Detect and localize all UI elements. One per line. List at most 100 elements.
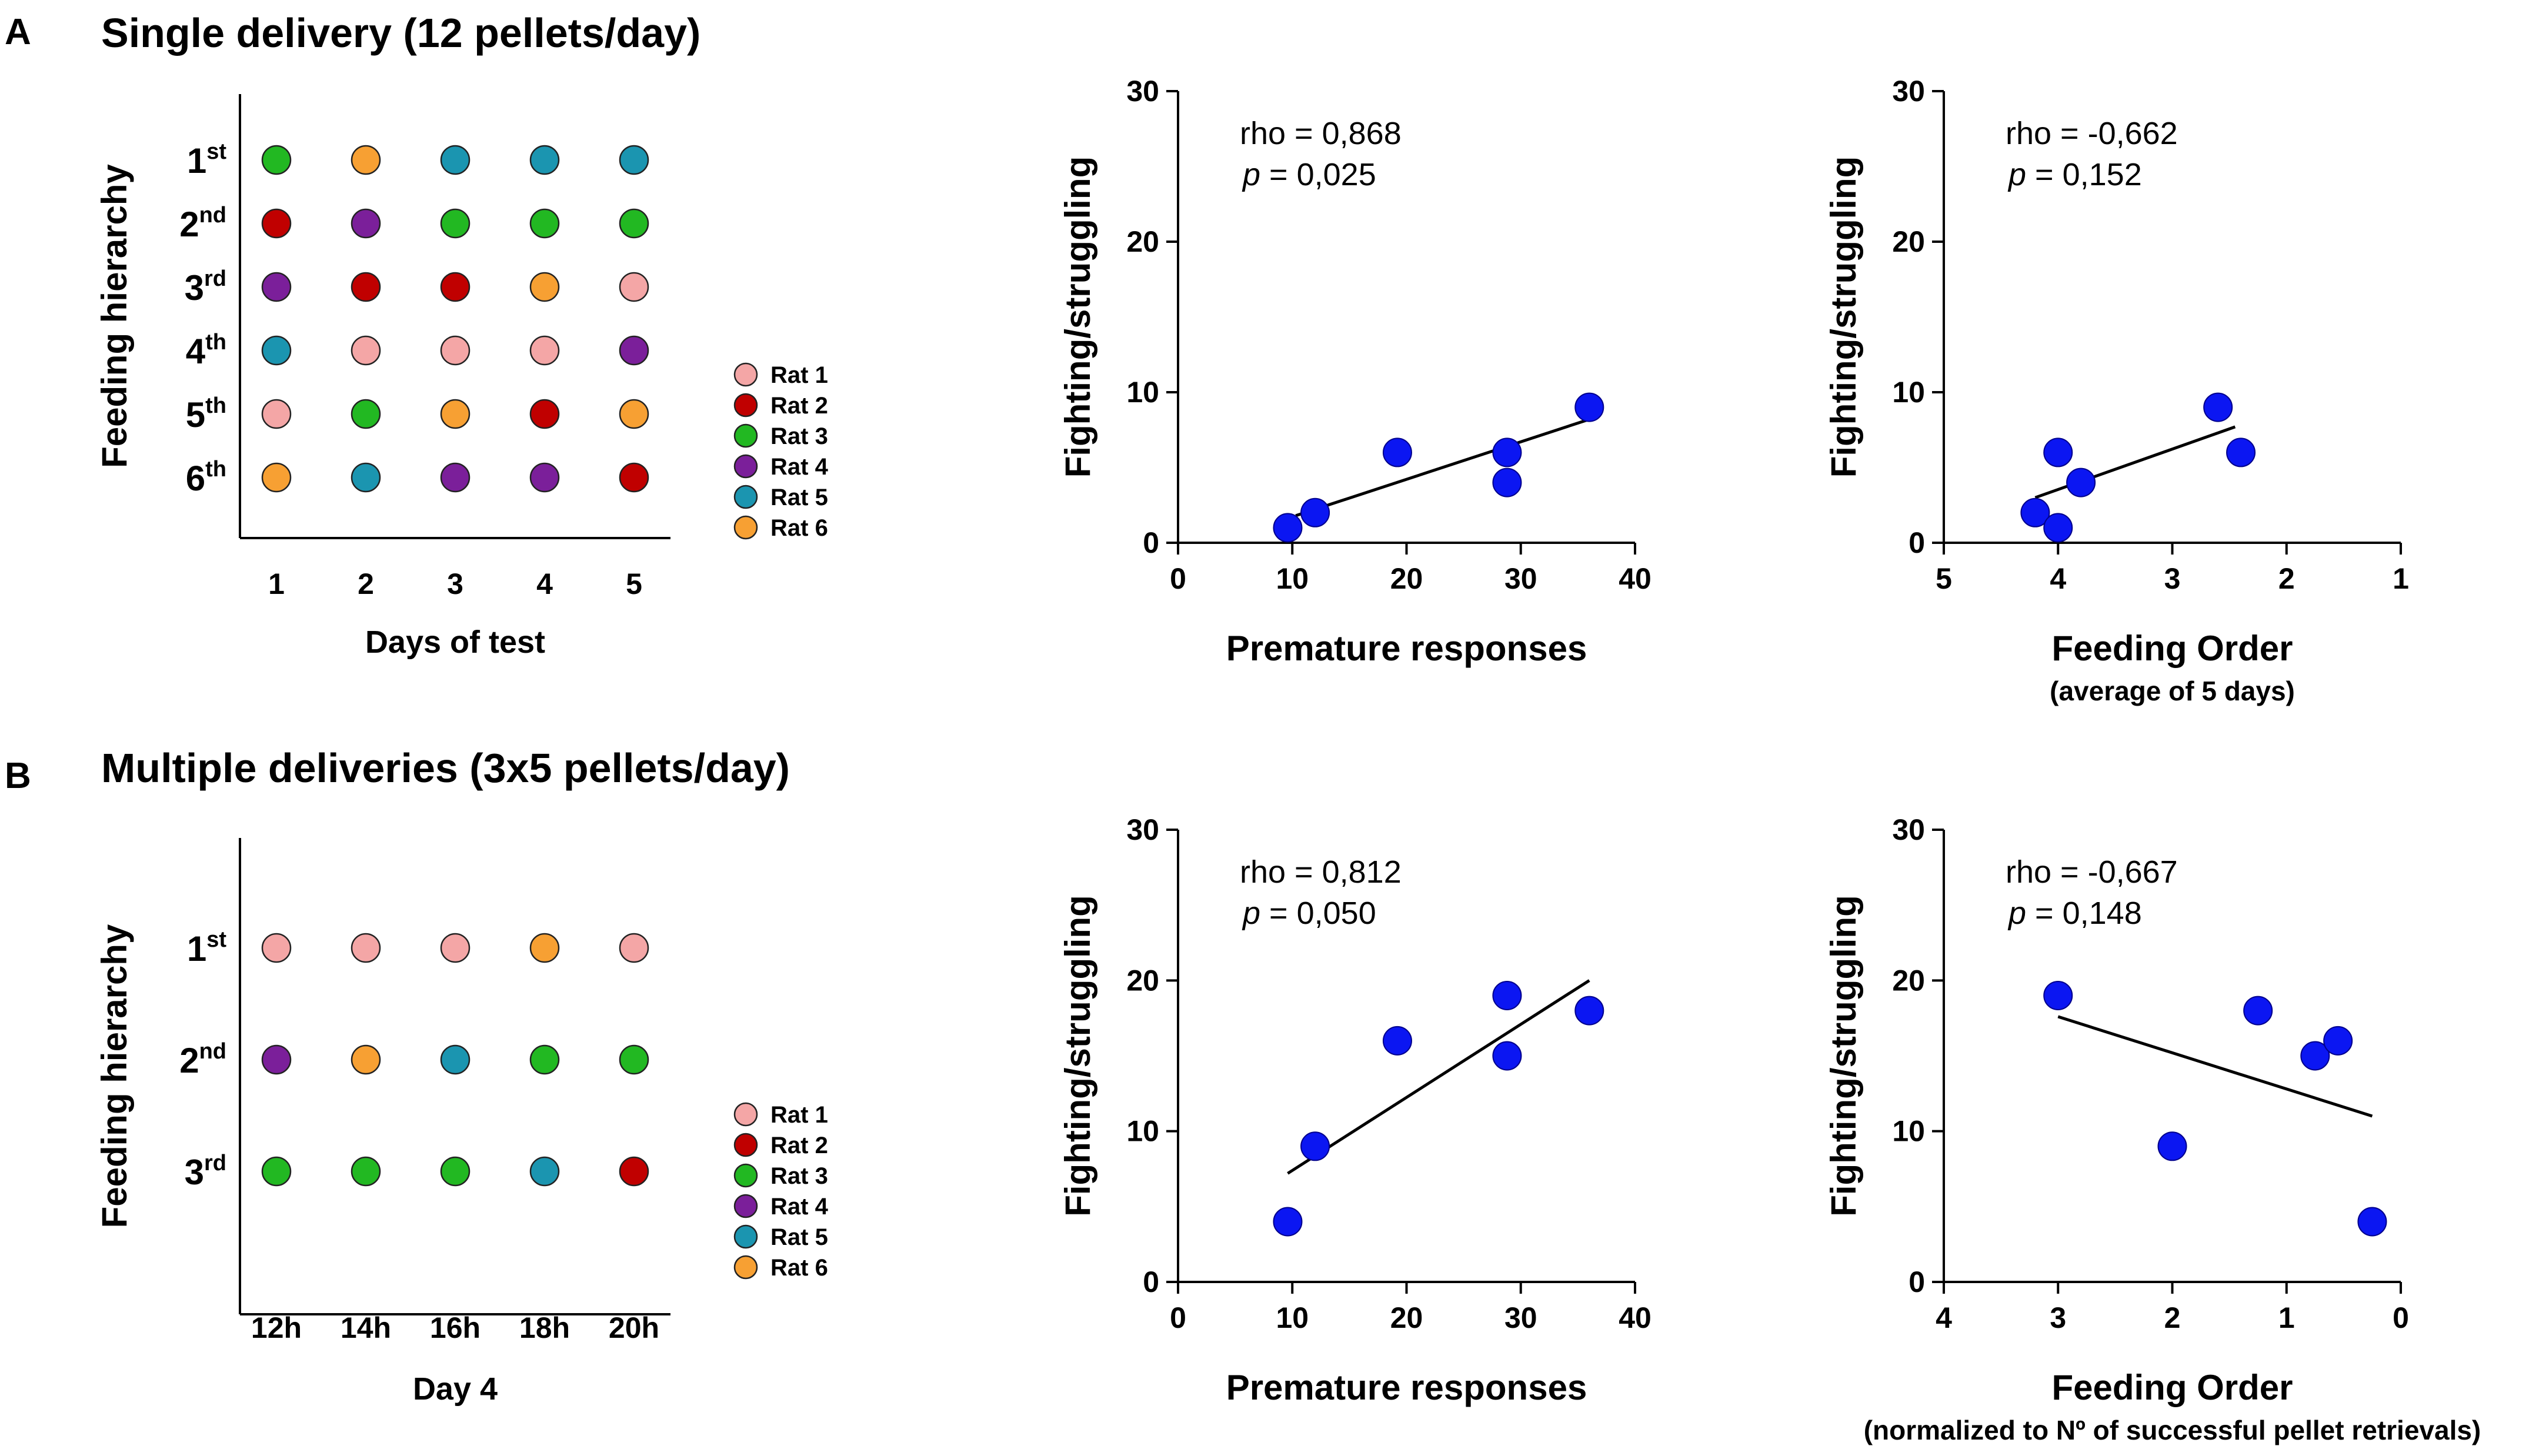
scatter-point [2043, 513, 2073, 543]
y-tick-label: 0 [1143, 526, 1159, 559]
regression-line [2057, 1015, 2373, 1118]
legend-label: Rat 4 [770, 454, 829, 480]
hierarchy-dot [351, 145, 381, 175]
legend-swatch [733, 515, 758, 540]
legend-label: Rat 6 [770, 1255, 828, 1281]
y-tick-label: 30 [1892, 813, 1925, 846]
y-axis-title: Feeding hierarchy [95, 924, 134, 1228]
rank-suffix: st [206, 927, 226, 952]
x-tick-label: 2 [2164, 1301, 2181, 1334]
rank-suffix: nd [199, 1039, 226, 1064]
y-tick-label: 10 [1126, 376, 1159, 409]
x-tick-label: 4 [1936, 1301, 1952, 1334]
scatter-premature-a: 0 10 20 30 0 10 20 30 40 Fighting/struggling Prema… [1058, 75, 1651, 668]
p-annotation: p = 0,025 [1242, 157, 1376, 192]
scatter-point [2157, 1131, 2187, 1161]
rho-annotation: rho = -0,662 [2006, 116, 2178, 151]
scatter-point [2300, 1041, 2330, 1071]
scatter-point [1574, 996, 1604, 1026]
hierarchy-dot [440, 272, 471, 302]
legend-swatch [733, 454, 758, 479]
legend-swatch [733, 1255, 758, 1280]
hierarchy-dot [440, 1044, 471, 1075]
rank-number: 1 [187, 141, 206, 181]
legend-label: Rat 2 [770, 1133, 828, 1158]
y-axis-title: Fighting/struggling [1824, 895, 1863, 1217]
hierarchy-dot [351, 462, 381, 493]
legend-swatch [733, 362, 758, 387]
rank-label: 1st [187, 927, 227, 969]
hierarchy-dot [261, 145, 292, 175]
hierarchy-dot [529, 145, 560, 175]
x-tick-label: 0 [1170, 1301, 1186, 1334]
y-axis-title: Fighting/struggling [1058, 895, 1097, 1217]
scatter-point [1492, 980, 1522, 1010]
legend-label: Rat 1 [770, 362, 828, 388]
x-tick-label: 3 [2164, 562, 2181, 595]
y-tick-label: 20 [1126, 225, 1159, 258]
rank-suffix: st [206, 139, 226, 164]
y-tick-label: 30 [1126, 813, 1159, 846]
y-tick-label: 20 [1892, 225, 1925, 258]
hierarchy-dot [529, 1156, 560, 1187]
hierarchy-dot [619, 145, 649, 175]
hierarchy-dot [440, 933, 471, 963]
x-tick-label: 20 [1390, 562, 1423, 595]
x-tick-label: 2 [2278, 562, 2295, 595]
panel-b-letter: B [5, 756, 31, 796]
hierarchy-dot [261, 1156, 292, 1187]
x-tick-label: 20h [609, 1311, 659, 1344]
legend-swatch [733, 485, 758, 509]
rank-label: 3rd [185, 266, 226, 308]
legend-swatch [733, 1194, 758, 1218]
x-tick-label: 5 [1936, 562, 1952, 595]
scatter-point [2043, 980, 2073, 1010]
x-axis-title: Premature responses [1226, 1368, 1587, 1407]
x-tick-label: 12h [251, 1311, 302, 1344]
hierarchy-dot [440, 145, 471, 175]
hierarchy-dot [619, 272, 649, 302]
rank-number: 3 [185, 1153, 204, 1192]
scatter-point [2066, 467, 2096, 497]
p-value: = 0,152 [2026, 157, 2142, 192]
x-tick-label: 1 [2393, 562, 2409, 595]
regression-line [1295, 418, 1590, 517]
hierarchy-dot [619, 1044, 649, 1075]
hierarchy-dot [619, 933, 649, 963]
legend-swatch [733, 1133, 758, 1157]
legend-label: Rat 6 [770, 515, 828, 541]
x-tick-label: 3 [2050, 1301, 2066, 1334]
scatter-point [2357, 1207, 2387, 1237]
x-tick-label: 40 [1619, 562, 1651, 595]
legend-swatch [733, 1224, 758, 1249]
legend-label: Rat 5 [770, 485, 828, 510]
rank-number: 6 [186, 459, 205, 498]
x-tick-label: 20 [1390, 1301, 1423, 1334]
legend-label: Rat 3 [770, 1163, 828, 1189]
hierarchy-dot [261, 208, 292, 239]
hierarchy-dot [261, 462, 292, 493]
scatter-point [1273, 1207, 1303, 1237]
legend-label: Rat 2 [770, 393, 828, 419]
hierarchy-dot [529, 399, 560, 429]
p-symbol: p [2007, 896, 2026, 931]
rank-suffix: nd [199, 203, 226, 228]
hierarchy-dot [351, 1044, 381, 1075]
hierarchy-dot [261, 399, 292, 429]
legend-swatch [733, 1102, 758, 1127]
rank-suffix: rd [204, 266, 226, 291]
y-axis-title: Fighting/struggling [1824, 156, 1863, 478]
rank-number: 2 [179, 205, 199, 244]
rank-label: 3rd [185, 1151, 226, 1192]
x-tick-label: 1 [2278, 1301, 2295, 1334]
hierarchy-dot [261, 335, 292, 366]
p-value: = 0,148 [2026, 896, 2142, 931]
x-axis-subtitle: (normalized to Nº of successful pellet r… [1864, 1415, 2481, 1445]
x-axis-title: Feeding Order [2051, 1368, 2293, 1407]
hierarchy-dot [529, 1044, 560, 1075]
scatter-point [1382, 438, 1412, 467]
y-tick-label: 0 [1909, 1265, 1925, 1298]
rank-suffix: th [205, 393, 226, 418]
y-tick-label: 20 [1126, 964, 1159, 997]
p-symbol: p [1242, 157, 1260, 192]
